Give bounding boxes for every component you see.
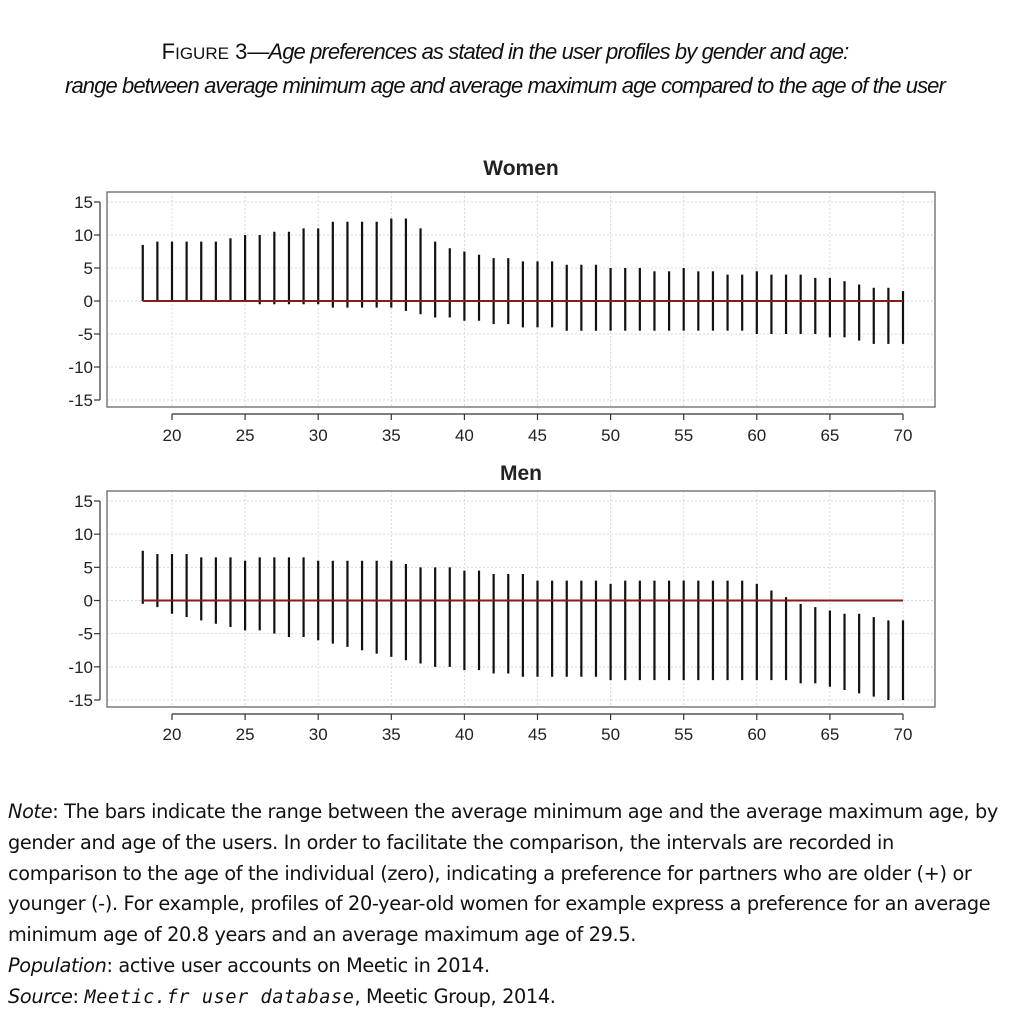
population-text: : active user accounts on Meetic in 2014… bbox=[106, 953, 491, 977]
source-text: , Meetic Group, 2014. bbox=[354, 984, 556, 1008]
figure-note: Note: The bars indicate the range betwee… bbox=[8, 797, 1008, 1014]
x-tick-label: 65 bbox=[820, 725, 839, 744]
figure-title: FIGURE 3—Age preferences as stated in th… bbox=[40, 36, 970, 102]
x-tick-label: 25 bbox=[236, 725, 255, 744]
x-tick-label: 50 bbox=[601, 725, 620, 744]
population-line: Population: active user accounts on Meet… bbox=[8, 951, 1008, 982]
x-tick-label: 60 bbox=[747, 725, 766, 744]
x-tick-label: 70 bbox=[894, 426, 913, 445]
x-tick-label: 40 bbox=[455, 725, 474, 744]
y-tick-label: 0 bbox=[84, 292, 93, 311]
plot-frame bbox=[106, 191, 936, 408]
note-paragraph: Note: The bars indicate the range betwee… bbox=[8, 797, 1008, 951]
x-tick-label: 40 bbox=[455, 426, 474, 445]
y-tick-label: -15 bbox=[68, 391, 93, 410]
y-tick-label: 10 bbox=[74, 525, 93, 544]
y-tick-label: -15 bbox=[68, 691, 93, 710]
y-tick-label: 15 bbox=[74, 193, 93, 212]
population-label: Population bbox=[8, 953, 107, 977]
figure-label: FIGURE 3 bbox=[161, 39, 248, 64]
x-tick-label: 45 bbox=[528, 725, 547, 744]
x-tick-label: 55 bbox=[674, 426, 693, 445]
range-bars bbox=[141, 550, 905, 700]
y-tick-label: -10 bbox=[68, 658, 93, 677]
x-tick-label: 30 bbox=[309, 725, 328, 744]
source-database: Meetic.fr user database bbox=[84, 986, 355, 1008]
y-tick-label: 5 bbox=[84, 558, 93, 577]
x-tick-label: 70 bbox=[894, 725, 913, 744]
x-tick-label: 20 bbox=[163, 725, 182, 744]
x-tick-label: 25 bbox=[236, 426, 255, 445]
x-tick-label: 35 bbox=[382, 725, 401, 744]
y-tick-label: 5 bbox=[84, 259, 93, 278]
x-tick-label: 35 bbox=[382, 426, 401, 445]
x-tick-label: 65 bbox=[820, 426, 839, 445]
figure-dash: — bbox=[247, 39, 269, 64]
range-bars bbox=[141, 218, 905, 344]
x-tick-label: 50 bbox=[601, 426, 620, 445]
plot-frame bbox=[106, 490, 936, 708]
x-tick-label: 30 bbox=[309, 426, 328, 445]
note-label: Note bbox=[8, 800, 53, 823]
chart-title: Men bbox=[500, 462, 542, 485]
figure-title-line2: range between average minimum age and av… bbox=[65, 73, 946, 98]
chart-title: Women bbox=[483, 157, 558, 180]
x-tick-label: 55 bbox=[674, 725, 693, 744]
x-tick-label: 45 bbox=[528, 426, 547, 445]
figure-title-line1: Age preferences as stated in the user pr… bbox=[268, 39, 849, 64]
y-tick-label: 10 bbox=[74, 226, 93, 245]
note-text: : The bars indicate the range between th… bbox=[8, 800, 998, 947]
x-tick-label: 60 bbox=[747, 426, 766, 445]
y-tick-label: -10 bbox=[68, 358, 93, 377]
x-tick-label: 20 bbox=[163, 426, 182, 445]
y-tick-label: 0 bbox=[84, 592, 93, 611]
source-label: Source bbox=[8, 984, 73, 1008]
source-colon: : bbox=[72, 984, 85, 1008]
y-tick-label: 15 bbox=[74, 492, 93, 511]
y-tick-label: -5 bbox=[78, 625, 93, 644]
y-tick-label: -5 bbox=[78, 325, 93, 344]
source-line: Source: Meetic.fr user database, Meetic … bbox=[8, 982, 1008, 1014]
